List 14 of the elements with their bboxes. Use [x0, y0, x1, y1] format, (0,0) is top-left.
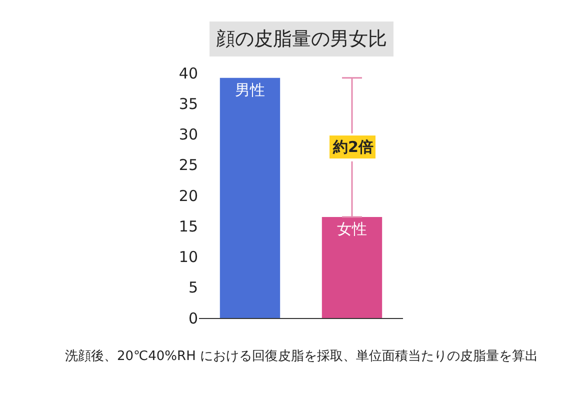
y-tick-label: 0 [188, 309, 198, 328]
y-tick-label: 5 [188, 278, 198, 297]
text: 洗顔後、20℃40%RH における回復皮脂を採取、単位面積当たりの皮脂量を算出 [65, 349, 538, 364]
annotation: 約2倍 [332, 138, 374, 156]
y-tick-label: 35 [178, 94, 198, 113]
y-tick-label: 10 [178, 248, 198, 266]
y-tick-label: 15 [178, 217, 198, 236]
y-tick-label: 20 [178, 186, 198, 205]
y-tick-label: 30 [178, 126, 198, 144]
x-tick-label: 女性 [337, 220, 367, 238]
chart-title: 顔の皮脂量の男女比 [216, 28, 387, 50]
y-tick-label: 25 [178, 156, 198, 174]
y-tick-label: 40 [178, 64, 198, 82]
x-tick-label: 男性 [235, 80, 265, 99]
